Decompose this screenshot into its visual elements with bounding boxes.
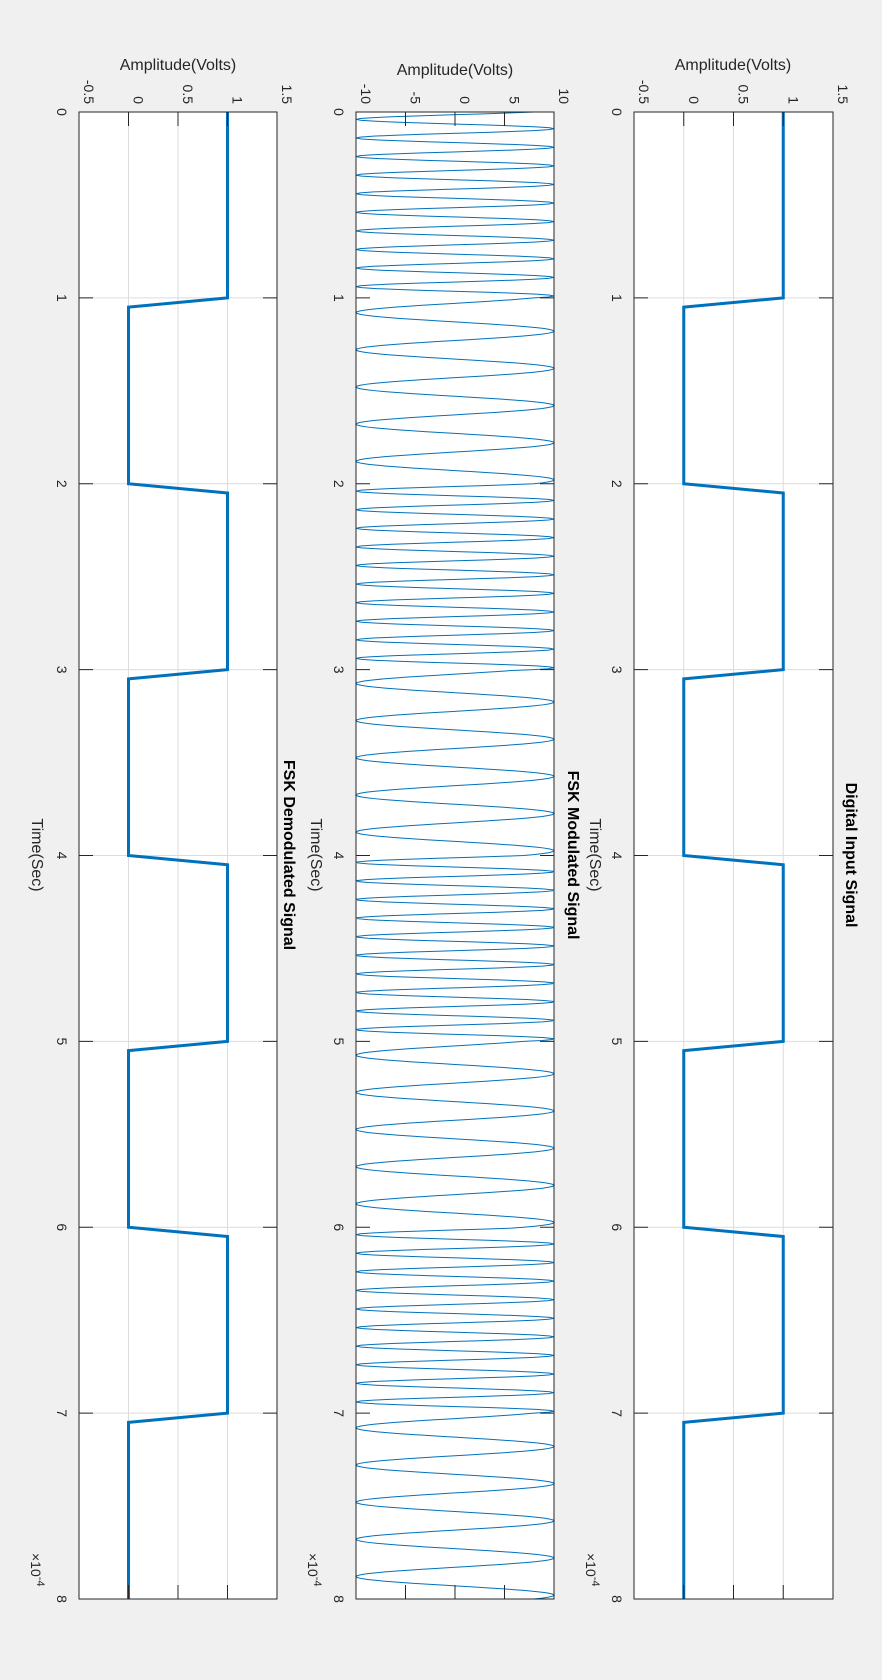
ylabel-fsk-demodulated: Amplitude(Volts): [120, 57, 237, 74]
time-tick-label: 3: [54, 666, 70, 674]
amplitude-tick-label: 1: [785, 96, 801, 104]
time-tick-label: 2: [54, 480, 70, 488]
time-tick-label: 5: [331, 1037, 347, 1045]
amplitude-tick-label: -5: [408, 92, 424, 105]
amplitude-tick-label: 0.5: [180, 85, 196, 105]
title-fsk-demodulated: FSK Demodulated Signal: [280, 760, 297, 950]
amplitude-tick-label: -10: [358, 84, 374, 104]
time-tick-label: 0: [331, 108, 347, 116]
time-tick-label: 0: [609, 108, 625, 116]
amplitude-tick-label: 5: [507, 96, 523, 104]
signal-line: [127, 112, 229, 1599]
time-tick-label: 2: [609, 480, 625, 488]
amplitude-tick-label: 1.5: [279, 85, 295, 105]
signal-line: [682, 112, 785, 1599]
axes-fsk-modulated: FSK Modulated Signal Amplitude(Volts) Ti…: [305, 62, 581, 1603]
time-tick-label: 7: [609, 1409, 625, 1417]
ylabel-fsk-modulated: Amplitude(Volts): [397, 62, 514, 79]
xlabel-fsk-demodulated: Time(Sec): [28, 818, 45, 891]
time-tick-label: 6: [331, 1223, 347, 1231]
time-tick-label: 6: [609, 1223, 625, 1231]
amplitude-tick-label: 10: [556, 88, 572, 104]
amplitude-tick-label: 0: [131, 96, 147, 104]
amplitude-tick-label: 0: [457, 96, 473, 104]
time-tick-label: 4: [54, 852, 70, 860]
time-tick-label: 8: [609, 1595, 625, 1603]
time-tick-label: 4: [331, 852, 347, 860]
xlabel-digital-input: Time(Sec): [586, 818, 603, 891]
signal-line: [355, 111, 555, 1600]
amplitude-tick-label: -0.5: [636, 80, 652, 104]
time-tick-label: 4: [609, 852, 625, 860]
time-tick-label: 7: [54, 1409, 70, 1417]
axes-fsk-demodulated: FSK Demodulated Signal Amplitude(Volts) …: [28, 57, 297, 1603]
time-exponent-label: ×10-4: [305, 1553, 323, 1587]
amplitude-tick-label: 0.5: [736, 85, 752, 105]
time-tick-label: 1: [331, 294, 347, 302]
time-tick-label: 1: [54, 294, 70, 302]
time-tick-label: 5: [609, 1037, 625, 1045]
time-tick-label: 3: [609, 666, 625, 674]
amplitude-tick-label: 0: [686, 96, 702, 104]
time-tick-label: 6: [54, 1223, 70, 1231]
time-tick-label: 8: [54, 1595, 70, 1603]
time-tick-label: 2: [331, 480, 347, 488]
time-tick-label: 3: [331, 666, 347, 674]
title-digital-input: Digital Input Signal: [842, 783, 859, 928]
axes-digital-input: Digital Input Signal Amplitude(Volts) Ti…: [583, 57, 859, 1603]
time-exponent-label: ×10-4: [28, 1553, 46, 1587]
time-tick-label: 1: [609, 294, 625, 302]
time-tick-label: 0: [54, 108, 70, 116]
amplitude-tick-label: 1: [230, 96, 246, 104]
xlabel-fsk-modulated: Time(Sec): [307, 818, 324, 891]
time-tick-label: 5: [54, 1037, 70, 1045]
time-tick-label: 8: [331, 1595, 347, 1603]
time-tick-label: 7: [331, 1409, 347, 1417]
title-fsk-modulated: FSK Modulated Signal: [564, 771, 581, 940]
amplitude-tick-label: 1.5: [835, 85, 851, 105]
ylabel-digital-input: Amplitude(Volts): [675, 57, 792, 74]
amplitude-tick-label: -0.5: [81, 80, 97, 104]
time-exponent-label: ×10-4: [583, 1553, 601, 1587]
